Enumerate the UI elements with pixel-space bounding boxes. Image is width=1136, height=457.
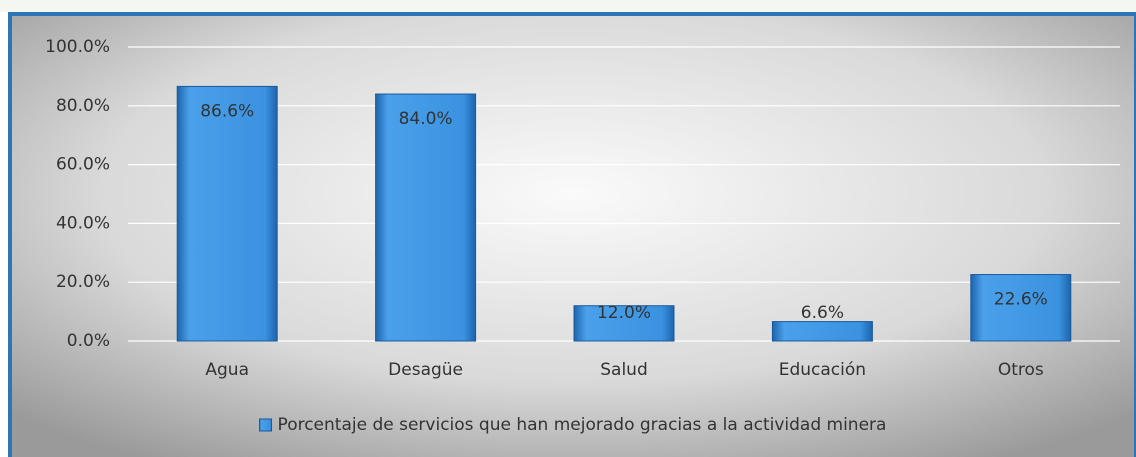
data-label: 86.6%: [200, 101, 254, 121]
legend-label: Porcentaje de servicios que han mejorado…: [278, 415, 887, 435]
x-tick-label: Educación: [779, 360, 866, 380]
legend-swatch: [259, 418, 273, 432]
y-tick-label: 40.0%: [56, 213, 110, 233]
bar: [176, 85, 278, 342]
y-tick-label: 60.0%: [56, 155, 110, 175]
data-label: 84.0%: [399, 109, 453, 129]
y-tick-label: 0.0%: [67, 331, 110, 351]
x-tick-label: Agua: [205, 360, 249, 380]
bar: [573, 305, 675, 342]
header-strip: [0, 0, 1136, 12]
y-tick-label: 80.0%: [56, 96, 110, 116]
x-tick-label: Desagüe: [388, 360, 463, 380]
y-tick-label: 20.0%: [56, 272, 110, 292]
data-label: 22.6%: [994, 290, 1048, 310]
y-tick-label: 100.0%: [45, 37, 110, 57]
bar: [375, 93, 477, 342]
x-tick-label: Salud: [600, 360, 648, 380]
data-label: 12.0%: [597, 303, 651, 323]
bar: [771, 321, 873, 342]
x-tick-label: Otros: [998, 360, 1044, 380]
data-label: 6.6%: [801, 303, 844, 323]
bar: [970, 274, 1072, 342]
